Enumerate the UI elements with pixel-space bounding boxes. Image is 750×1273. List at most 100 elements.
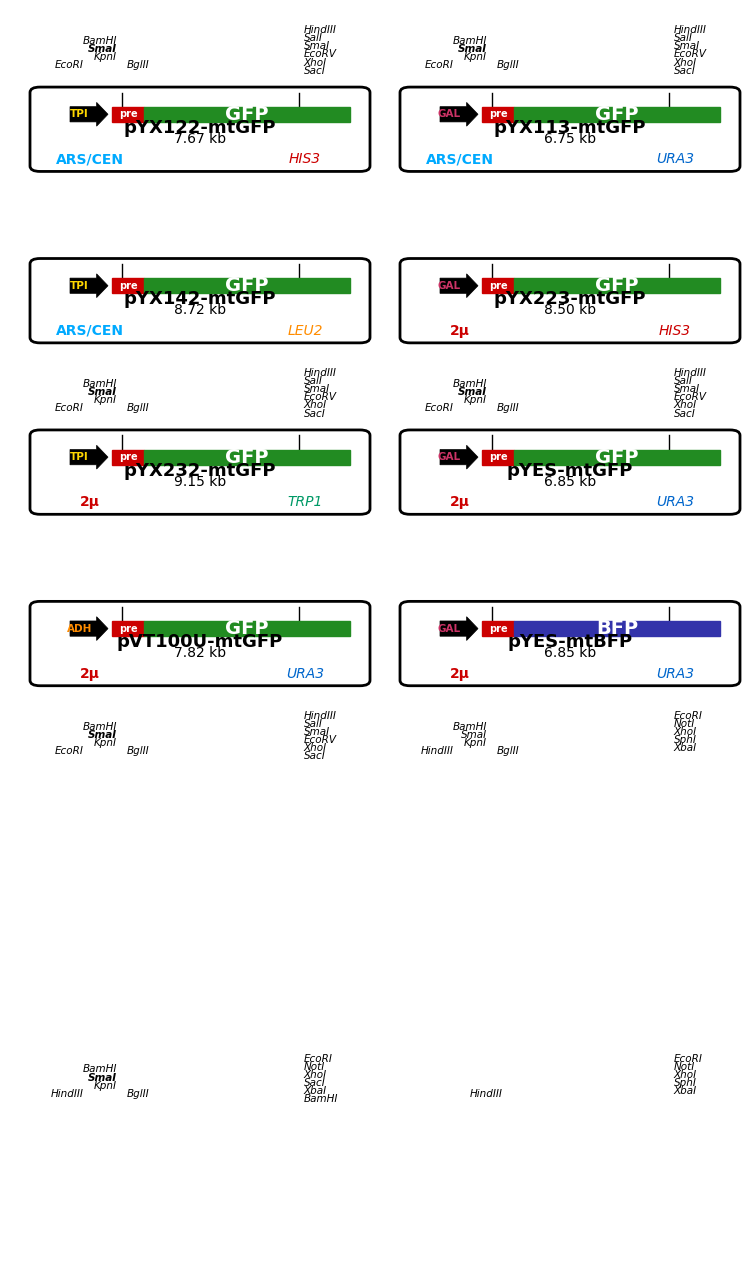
Text: GFP: GFP bbox=[225, 276, 268, 295]
Text: 2μ: 2μ bbox=[450, 323, 470, 337]
FancyBboxPatch shape bbox=[30, 258, 370, 342]
Text: pre: pre bbox=[118, 452, 137, 462]
Text: SphI: SphI bbox=[674, 1078, 696, 1088]
Text: KpnI: KpnI bbox=[464, 52, 487, 62]
Text: 6.85 kb: 6.85 kb bbox=[544, 475, 596, 489]
Text: BamHI: BamHI bbox=[82, 722, 116, 732]
Text: 8.72 kb: 8.72 kb bbox=[174, 303, 226, 317]
Text: EcoRI: EcoRI bbox=[424, 60, 454, 70]
Text: pYX142-mtGFP: pYX142-mtGFP bbox=[124, 290, 276, 308]
Text: BamHI: BamHI bbox=[82, 36, 116, 46]
Text: BamHI: BamHI bbox=[452, 378, 487, 388]
Bar bbox=[482, 621, 514, 636]
Text: 6.75 kb: 6.75 kb bbox=[544, 132, 596, 146]
Text: SacI: SacI bbox=[674, 409, 695, 419]
Text: KpnI: KpnI bbox=[94, 52, 116, 62]
Polygon shape bbox=[440, 616, 478, 640]
Text: 9.15 kb: 9.15 kb bbox=[174, 475, 226, 489]
Text: 2μ: 2μ bbox=[80, 495, 100, 509]
Text: SacI: SacI bbox=[304, 409, 326, 419]
Text: HindIII: HindIII bbox=[304, 368, 336, 378]
Polygon shape bbox=[440, 102, 478, 126]
Text: ARS/CEN: ARS/CEN bbox=[56, 153, 124, 167]
Text: NotI: NotI bbox=[674, 719, 694, 729]
Text: URA3: URA3 bbox=[286, 667, 324, 681]
Text: pYES-mtBFP: pYES-mtBFP bbox=[508, 633, 632, 652]
Text: KpnI: KpnI bbox=[94, 395, 116, 405]
Text: pre: pre bbox=[489, 281, 507, 290]
Text: XbaI: XbaI bbox=[674, 743, 697, 754]
Text: BamHI: BamHI bbox=[82, 378, 116, 388]
Text: XhoI: XhoI bbox=[304, 401, 327, 410]
Text: SmaI: SmaI bbox=[88, 729, 116, 740]
Bar bbox=[112, 107, 144, 122]
Text: EcoRV: EcoRV bbox=[674, 392, 706, 402]
Text: HindIII: HindIII bbox=[51, 1088, 83, 1099]
Text: BglII: BglII bbox=[127, 60, 149, 70]
Text: XhoI: XhoI bbox=[304, 57, 327, 67]
Text: pYX223-mtGFP: pYX223-mtGFP bbox=[494, 290, 646, 308]
Text: KpnI: KpnI bbox=[464, 395, 487, 405]
Text: pYX122-mtGFP: pYX122-mtGFP bbox=[124, 118, 276, 137]
Text: pre: pre bbox=[489, 452, 507, 462]
Text: SmaI: SmaI bbox=[674, 41, 700, 51]
FancyBboxPatch shape bbox=[400, 430, 740, 514]
Text: 8.50 kb: 8.50 kb bbox=[544, 303, 596, 317]
Text: 2μ: 2μ bbox=[80, 667, 100, 681]
Text: EcoRI: EcoRI bbox=[55, 404, 83, 414]
Bar bbox=[514, 621, 720, 636]
FancyBboxPatch shape bbox=[400, 258, 740, 342]
Text: XhoI: XhoI bbox=[304, 1069, 327, 1080]
Bar bbox=[112, 621, 144, 636]
Text: XhoI: XhoI bbox=[674, 1069, 697, 1080]
Text: pVT100U-mtGFP: pVT100U-mtGFP bbox=[117, 633, 284, 652]
Text: BamHI: BamHI bbox=[82, 1064, 116, 1074]
Text: SalI: SalI bbox=[674, 376, 692, 386]
Text: 2μ: 2μ bbox=[450, 495, 470, 509]
Text: BamHI: BamHI bbox=[452, 722, 487, 732]
Text: ARS/CEN: ARS/CEN bbox=[426, 153, 494, 167]
Bar bbox=[112, 449, 144, 465]
Text: EcoRI: EcoRI bbox=[674, 1054, 702, 1063]
Text: pYES-mtGFP: pYES-mtGFP bbox=[507, 462, 633, 480]
Text: SmaI: SmaI bbox=[88, 45, 116, 53]
Text: 7.67 kb: 7.67 kb bbox=[174, 132, 226, 146]
FancyBboxPatch shape bbox=[30, 430, 370, 514]
Text: HindIII: HindIII bbox=[421, 746, 454, 756]
Text: HindIII: HindIII bbox=[304, 25, 336, 34]
Text: EcoRI: EcoRI bbox=[674, 710, 702, 721]
Text: GFP: GFP bbox=[596, 448, 639, 467]
Text: XbaI: XbaI bbox=[304, 1086, 327, 1096]
Text: SmaI: SmaI bbox=[304, 41, 330, 51]
Bar bbox=[144, 621, 350, 636]
Bar bbox=[144, 107, 350, 122]
Text: BglII: BglII bbox=[496, 60, 519, 70]
FancyBboxPatch shape bbox=[30, 87, 370, 172]
Text: XhoI: XhoI bbox=[674, 727, 697, 737]
Text: pre: pre bbox=[118, 281, 137, 290]
Text: SmaI: SmaI bbox=[458, 387, 487, 397]
Text: pYX113-mtGFP: pYX113-mtGFP bbox=[494, 118, 646, 137]
Text: TRP1: TRP1 bbox=[287, 495, 322, 509]
Text: URA3: URA3 bbox=[656, 153, 694, 167]
Text: EcoRI: EcoRI bbox=[304, 1054, 332, 1063]
Text: NotI: NotI bbox=[674, 1062, 694, 1072]
Text: SphI: SphI bbox=[674, 736, 696, 745]
Text: XhoI: XhoI bbox=[674, 57, 697, 67]
Text: SmaI: SmaI bbox=[458, 45, 487, 53]
Text: EcoRI: EcoRI bbox=[55, 746, 83, 756]
Text: HindIII: HindIII bbox=[470, 1088, 503, 1099]
Bar bbox=[482, 278, 514, 293]
Bar bbox=[482, 107, 514, 122]
Text: GFP: GFP bbox=[225, 448, 268, 467]
Text: EcoRV: EcoRV bbox=[674, 50, 706, 60]
Polygon shape bbox=[70, 274, 108, 298]
Text: KpnI: KpnI bbox=[94, 738, 116, 747]
Text: pre: pre bbox=[489, 109, 507, 120]
Text: ARS/CEN: ARS/CEN bbox=[56, 323, 124, 337]
Bar bbox=[514, 107, 720, 122]
Text: XhoI: XhoI bbox=[304, 743, 327, 754]
Bar bbox=[112, 278, 144, 293]
Text: KpnI: KpnI bbox=[464, 738, 487, 747]
Polygon shape bbox=[440, 274, 478, 298]
